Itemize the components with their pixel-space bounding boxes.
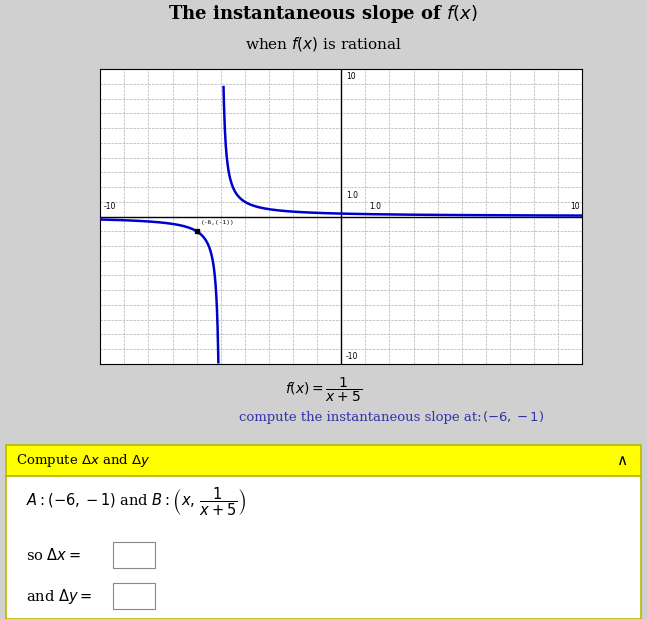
FancyBboxPatch shape [6,476,641,619]
Text: The instantaneous slope of $f(x)$: The instantaneous slope of $f(x)$ [168,3,479,25]
Text: compute the instantaneous slope at:: compute the instantaneous slope at: [239,411,487,424]
Text: Compute $\Delta x$ and $\Delta y$: Compute $\Delta x$ and $\Delta y$ [16,452,151,469]
Text: $f(x) = \dfrac{1}{x+5}$: $f(x) = \dfrac{1}{x+5}$ [285,376,362,404]
Text: $A: (-6, -1)$ and $B: \left(x,\, \dfrac{1}{x+5}\right)$: $A: (-6, -1)$ and $B: \left(x,\, \dfrac{… [26,486,246,518]
FancyBboxPatch shape [6,445,641,476]
FancyBboxPatch shape [113,583,155,609]
Text: $(-6, -1)$: $(-6, -1)$ [482,409,544,424]
FancyBboxPatch shape [113,542,155,568]
Text: so $\Delta x =$: so $\Delta x =$ [26,547,81,563]
Text: and $\Delta y =$: and $\Delta y =$ [26,587,92,605]
Text: $\wedge$: $\wedge$ [617,453,628,468]
Text: when $f(x)$ is rational: when $f(x)$ is rational [245,35,402,53]
